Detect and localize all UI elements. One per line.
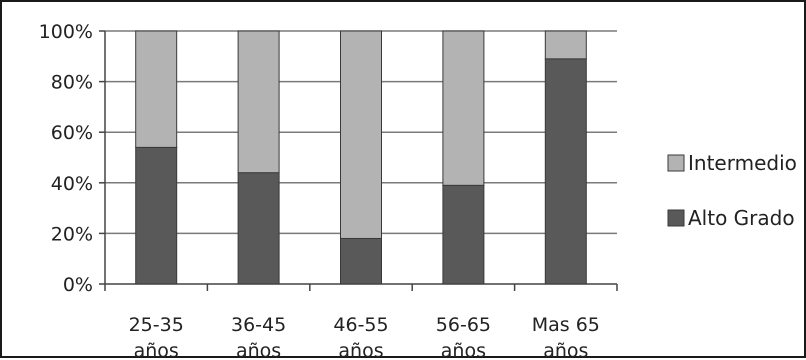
y-tick-label: 100%: [39, 21, 93, 43]
x-tick-label: Mas 65: [532, 314, 600, 336]
x-tick-label: 46-55: [333, 314, 388, 336]
legend-label: Intermedio: [688, 151, 797, 175]
y-tick-label: 80%: [51, 72, 93, 94]
legend-swatch: [667, 209, 685, 227]
bar-alto-grado: [544, 58, 587, 285]
bar-alto-grado: [340, 237, 382, 285]
y-tick-label: 20%: [51, 223, 93, 245]
x-tick-label: años: [543, 340, 588, 360]
bar-alto-grado: [442, 184, 485, 285]
y-tick-label: 0%: [63, 274, 93, 296]
bar-alto-grado: [135, 146, 178, 285]
legend-swatch: [667, 154, 685, 172]
x-tick-label: 56-65: [436, 314, 491, 336]
x-tick-label: años: [441, 340, 486, 360]
y-tick-label: 60%: [51, 122, 93, 144]
x-tick-label: 36-45: [231, 314, 286, 336]
x-tick-label: años: [134, 340, 179, 360]
y-tick-label: 40%: [51, 173, 93, 195]
x-tick-label: años: [236, 340, 281, 360]
bar-intermedio: [544, 30, 587, 60]
x-tick-label: 25-35: [129, 314, 184, 336]
legend-label: Alto Grado: [688, 206, 795, 230]
bar-alto-grado: [237, 172, 280, 285]
bar-intermedio: [442, 30, 485, 186]
bar-intermedio: [237, 30, 280, 174]
bar-intermedio: [340, 30, 382, 239]
bar-intermedio: [135, 30, 178, 148]
x-tick-label: años: [338, 340, 383, 360]
